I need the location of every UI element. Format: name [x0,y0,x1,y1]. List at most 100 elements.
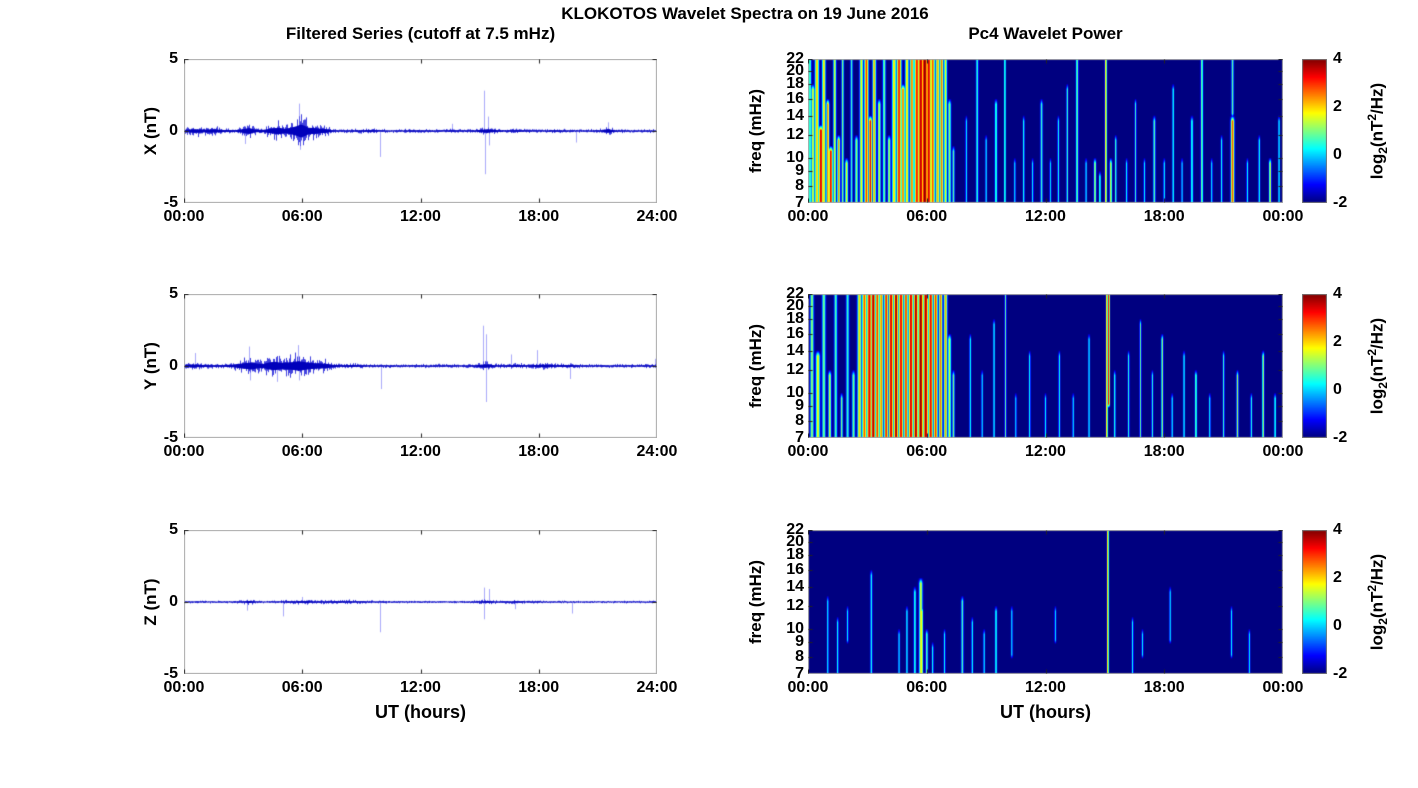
wavelet-spectrogram-x [808,59,1283,203]
x-tick-label: 18:00 [518,208,560,225]
x-tick-label: 24:00 [636,208,678,225]
colorbar-tick-label: -2 [1333,665,1348,682]
x-tick-label: 12:00 [400,208,441,225]
colorbar-tick-label: -2 [1333,194,1348,211]
freq-tick-label: 14 [786,577,804,595]
x-tick-label: 06:00 [281,679,323,696]
freq-tick-label: 7 [795,194,804,211]
x-tick-label: 06:00 [281,443,323,460]
freq-axis-label-y: freq (mHz) [746,323,765,409]
y-tick-label: 0 [169,122,178,139]
figure-title: KLOKOTOS Wavelet Spectra on 19 June 2016 [561,4,929,23]
freq-tick-label: 16 [786,325,804,343]
freq-tick-label: 14 [786,106,804,124]
freq-tick-label: 20 [786,61,804,79]
freq-tick-label: 8 [795,648,804,666]
colorbar-tick-label: 0 [1333,146,1342,163]
x-tick-label: 00:00 [163,208,205,225]
y-tick-label: -5 [163,665,178,682]
y-tick-label: -5 [163,194,178,211]
colorbar-tick-label: -2 [1333,429,1348,446]
timeseries-plot-z [184,530,657,674]
freq-tick-label: 22 [786,521,804,538]
colorbar-label-suffix: /Hz) [1367,553,1387,585]
freq-tick-label: 7 [795,429,804,446]
colorbar-y [1302,294,1327,438]
colorbar-label-superscript: 2 [1365,113,1379,121]
colorbar-label-mid: (nT [1367,355,1387,383]
colorbar-z [1302,530,1327,674]
x-tick-label: 06:00 [906,443,948,460]
colorbar-label-prefix: log [1367,624,1387,651]
freq-tick-label: 22 [786,50,804,67]
colorbar-label-mid: (nT [1367,120,1387,148]
right-xaxis-label: UT (hours) [1000,702,1091,722]
freq-tick-label: 16 [786,561,804,579]
wavelet-spectrogram-z [808,530,1283,674]
x-tick-label: 00:00 [787,443,829,460]
freq-tick-label: 9 [795,162,804,180]
x-tick-label: 18:00 [1143,208,1185,225]
freq-tick-label: 8 [795,177,804,195]
freq-tick-label: 20 [786,296,804,314]
colorbar-label-y: log2(nT2/Hz) [1361,281,1390,451]
colorbar-label-subscript: 2 [1376,618,1391,625]
freq-tick-label: 12 [786,597,804,615]
x-tick-label: 24:00 [636,443,678,460]
y-tick-label: -5 [163,429,178,446]
x-tick-label: 00:00 [163,443,205,460]
x-tick-label: 24:00 [636,679,678,696]
x-tick-label: 00:00 [1262,443,1304,460]
freq-tick-label: 14 [786,341,804,359]
freq-tick-label: 12 [786,361,804,379]
colorbar-label-z: log2(nT2/Hz) [1361,517,1390,687]
x-tick-label: 00:00 [163,679,205,696]
colorbar-tick-label: 4 [1333,285,1342,302]
x-tick-label: 06:00 [906,208,948,225]
freq-tick-label: 8 [795,412,804,430]
freq-tick-label: 22 [786,285,804,302]
y-tick-label: 5 [169,50,178,67]
colorbar-label-superscript: 2 [1365,348,1379,356]
left-xaxis-label: UT (hours) [375,702,466,722]
colorbar-tick-label: 2 [1333,333,1342,350]
x-tick-label: 18:00 [518,443,560,460]
colorbar-tick-label: 2 [1333,569,1342,586]
timeseries-plot-x [184,59,657,203]
x-tick-label: 18:00 [518,679,560,696]
colorbar-tick-label: 2 [1333,98,1342,115]
x-tick-label: 12:00 [1025,679,1066,696]
wavelet-spectrogram-y [808,294,1283,438]
freq-tick-label: 12 [786,126,804,144]
freq-tick-label: 18 [786,546,804,564]
x-tick-label: 00:00 [1262,208,1304,225]
freq-tick-label: 7 [795,665,804,682]
x-tick-label: 12:00 [1025,443,1066,460]
freq-axis-label-x: freq (mHz) [746,88,765,174]
freq-tick-label: 9 [795,397,804,415]
x-tick-label: 00:00 [787,679,829,696]
x-tick-label: 12:00 [1025,208,1066,225]
freq-tick-label: 10 [786,149,804,167]
colorbar-x [1302,59,1327,203]
freq-tick-label: 16 [786,90,804,108]
colorbar-label-superscript: 2 [1365,584,1379,592]
x-tick-label: 18:00 [1143,443,1185,460]
x-tick-label: 06:00 [281,208,323,225]
y-tick-label: 0 [169,593,178,610]
colorbar-label-prefix: log [1367,153,1387,180]
colorbar-label-x: log2(nT2/Hz) [1361,46,1390,216]
freq-tick-label: 10 [786,620,804,638]
right-column-title: Pc4 Wavelet Power [968,24,1123,43]
timeseries-plot-y [184,294,657,438]
freq-tick-label: 18 [786,75,804,93]
colorbar-tick-label: 0 [1333,381,1342,398]
y-tick-label: 5 [169,521,178,538]
colorbar-label-subscript: 2 [1376,382,1391,389]
freq-tick-label: 10 [786,384,804,402]
colorbar-label-suffix: /Hz) [1367,317,1387,349]
colorbar-tick-label: 4 [1333,521,1342,538]
freq-axis-label-z: freq (mHz) [746,559,765,645]
colorbar-label-mid: (nT [1367,591,1387,619]
